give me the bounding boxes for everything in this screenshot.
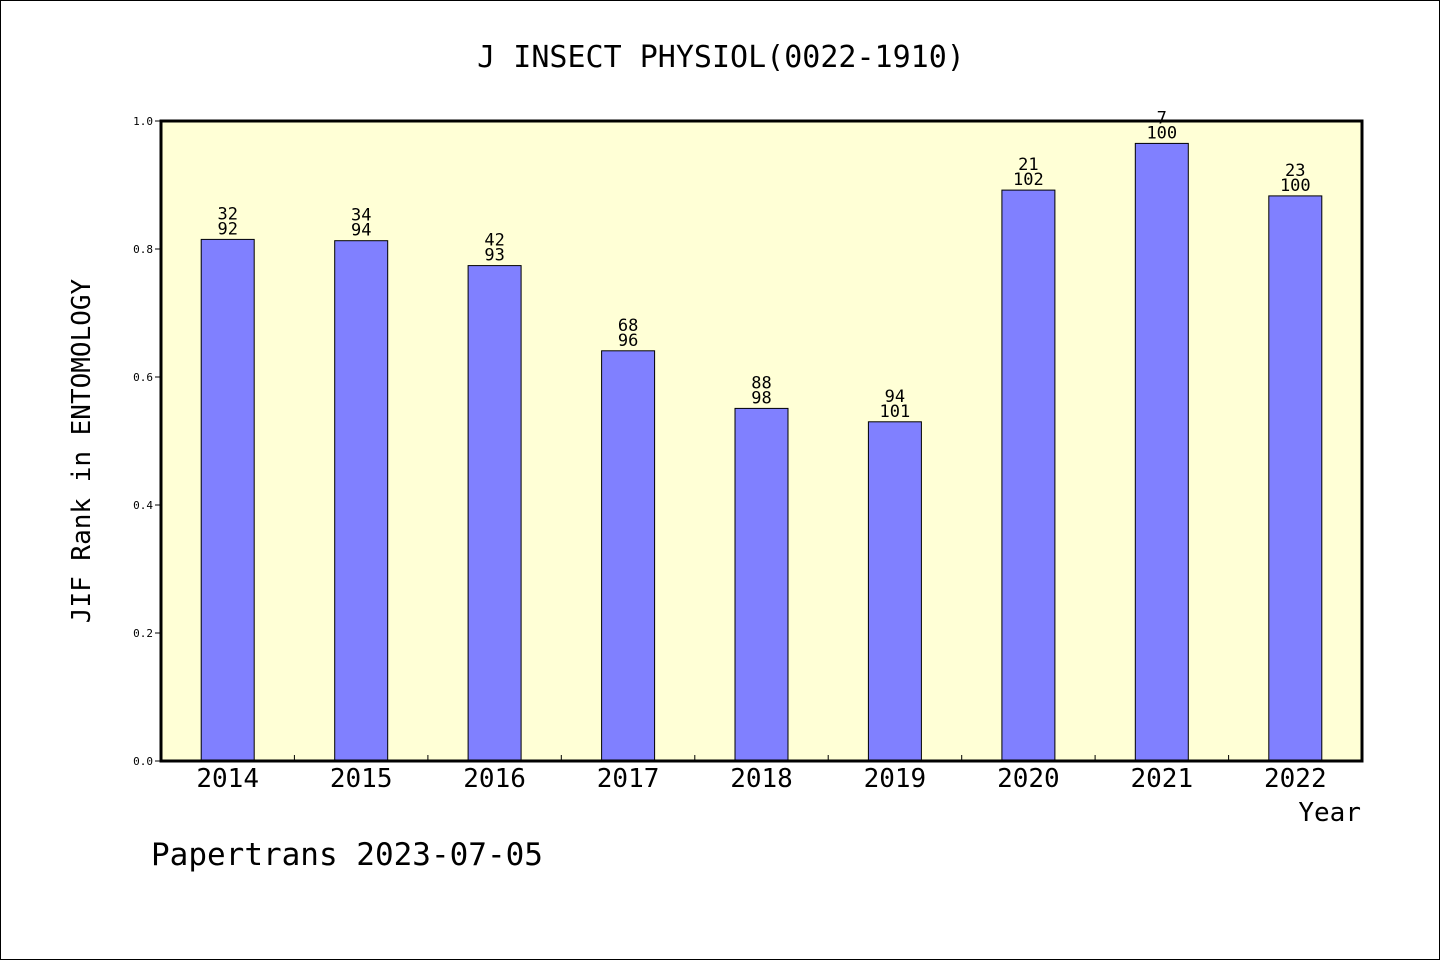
bar-2018 (734, 407, 789, 762)
x-tick-label-2015: 2015 (330, 764, 393, 794)
x-tick-label-2014: 2014 (196, 764, 259, 794)
bar-label-rank-2021: 7 (1157, 108, 1167, 128)
bar-label-rank-2017: 68 (618, 316, 638, 336)
x-axis-label: Year (1298, 798, 1361, 828)
bar-label-total-2015: 94 (351, 221, 371, 241)
x-tick-label-2019: 2019 (864, 764, 927, 794)
bar-2016 (467, 265, 522, 762)
bar-label-rank-2018: 88 (751, 373, 771, 393)
bar-label-total-2021: 100 (1146, 123, 1177, 143)
bar-2020 (1001, 189, 1056, 762)
bar-2017 (601, 350, 656, 762)
bar-2022 (1268, 195, 1323, 762)
bar-label-rank-2015: 34 (351, 206, 371, 226)
y-tick-label-0.0: 0.0 (133, 755, 153, 768)
bars-group (200, 142, 1323, 762)
plot-border (159, 119, 1364, 763)
y-tick-label-0.8: 0.8 (133, 243, 153, 256)
bar-2019 (867, 421, 922, 762)
y-axis-label: JIF Rank in ENTOMOLOGY (67, 278, 97, 623)
y-tick-label-1.0: 1.0 (133, 115, 153, 128)
bar-2021 (1134, 142, 1189, 762)
y-ticks-group: 0.0 0.2 0.4 0.6 0.8 1.0 (133, 115, 161, 768)
bar-label-rank-2020: 21 (1018, 155, 1038, 175)
bar-label-total-2020: 102 (1013, 170, 1044, 190)
x-tick-label-2020: 2020 (997, 764, 1060, 794)
footer-credit: Papertrans 2023-07-05 (151, 837, 543, 873)
bar-label-rank-2022: 23 (1285, 161, 1305, 181)
y-tick-label-0.2: 0.2 (133, 627, 153, 640)
x-ticks-group: 2014 2015 2016 2017 2018 2019 2020 2021 2022 (196, 755, 1327, 794)
y-tick-label-0.6: 0.6 (133, 371, 153, 384)
bar-2014 (200, 238, 255, 762)
y-tick-label-0.4: 0.4 (133, 499, 153, 512)
bar-label-total-2016: 93 (484, 246, 504, 266)
bar-label-rank-2019: 94 (885, 387, 905, 407)
bar-label-total-2014: 92 (217, 219, 237, 239)
bar-2015 (334, 240, 389, 762)
bar-label-total-2017: 96 (618, 331, 638, 351)
x-tick-label-2018: 2018 (730, 764, 793, 794)
chart-title: J INSECT PHYSIOL(0022-1910) (477, 40, 965, 75)
x-tick-label-2017: 2017 (597, 764, 660, 794)
bar-label-rank-2014: 32 (217, 204, 237, 224)
bar-label-total-2019: 101 (880, 402, 911, 422)
bar-label-rank-2016: 42 (484, 231, 504, 251)
bar-label-total-2022: 100 (1280, 176, 1311, 196)
x-tick-label-2021: 2021 (1130, 764, 1193, 794)
x-tick-label-2016: 2016 (463, 764, 526, 794)
bar-label-total-2018: 98 (751, 388, 771, 408)
x-tick-label-2022: 2022 (1264, 764, 1327, 794)
